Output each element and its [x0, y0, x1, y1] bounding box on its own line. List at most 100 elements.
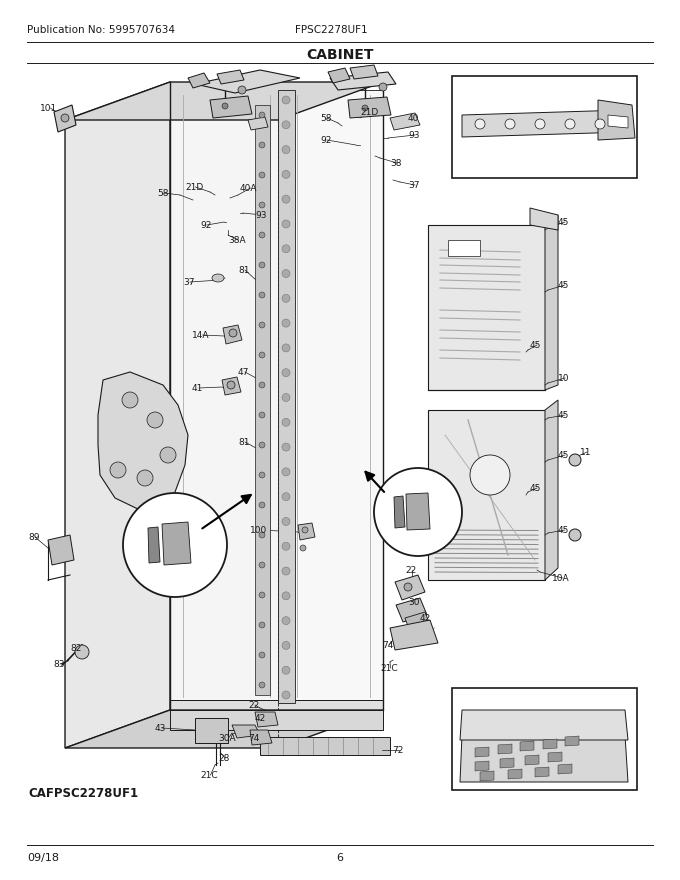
Text: 15: 15 [438, 523, 449, 532]
Circle shape [137, 470, 153, 486]
Circle shape [259, 172, 265, 178]
Circle shape [379, 83, 387, 91]
Text: 38A: 38A [228, 236, 245, 245]
Polygon shape [330, 72, 396, 90]
Polygon shape [65, 82, 170, 748]
Circle shape [259, 442, 265, 448]
Circle shape [282, 493, 290, 501]
Circle shape [160, 447, 176, 463]
Circle shape [595, 119, 605, 129]
Text: 45: 45 [558, 281, 569, 290]
Circle shape [569, 454, 581, 466]
Polygon shape [223, 325, 242, 344]
Text: 81: 81 [238, 266, 250, 275]
Polygon shape [65, 710, 383, 748]
Circle shape [229, 329, 237, 337]
Text: 45: 45 [558, 525, 569, 534]
Circle shape [282, 344, 290, 352]
Text: 41: 41 [192, 384, 203, 392]
Text: 6: 6 [337, 853, 343, 863]
Text: 93: 93 [255, 210, 267, 219]
FancyBboxPatch shape [452, 76, 637, 178]
Text: 58: 58 [320, 114, 332, 122]
Polygon shape [54, 105, 76, 132]
Circle shape [282, 245, 290, 253]
Circle shape [282, 195, 290, 203]
Polygon shape [217, 70, 244, 84]
Polygon shape [565, 736, 579, 746]
Circle shape [282, 617, 290, 625]
Circle shape [282, 444, 290, 451]
Text: 54: 54 [468, 695, 480, 705]
Circle shape [302, 527, 308, 533]
Circle shape [222, 103, 228, 109]
Text: 66A: 66A [468, 98, 487, 108]
Circle shape [227, 381, 235, 389]
Circle shape [259, 652, 265, 658]
Polygon shape [278, 90, 295, 703]
Text: 15: 15 [137, 558, 148, 567]
Circle shape [259, 142, 265, 148]
Text: 45: 45 [558, 217, 569, 226]
Circle shape [259, 532, 265, 538]
Text: 22: 22 [405, 566, 416, 575]
Circle shape [300, 545, 306, 551]
Circle shape [259, 472, 265, 478]
Circle shape [282, 567, 290, 575]
Circle shape [259, 292, 265, 298]
Polygon shape [480, 771, 494, 781]
Text: 81: 81 [238, 437, 250, 446]
Circle shape [238, 86, 246, 94]
Text: 37: 37 [183, 277, 194, 287]
Polygon shape [350, 65, 378, 79]
Circle shape [282, 691, 290, 699]
Circle shape [470, 455, 510, 495]
Polygon shape [170, 710, 383, 730]
Circle shape [404, 583, 412, 591]
Polygon shape [558, 764, 572, 774]
Text: 15A: 15A [404, 529, 420, 538]
Text: 40: 40 [408, 114, 420, 122]
Circle shape [259, 412, 265, 418]
Text: 09/18: 09/18 [27, 853, 59, 863]
Text: 21D: 21D [360, 107, 378, 116]
Circle shape [259, 262, 265, 268]
Text: 45: 45 [558, 410, 569, 420]
Circle shape [259, 322, 265, 328]
Text: 89: 89 [28, 532, 39, 541]
Polygon shape [428, 225, 545, 390]
Polygon shape [148, 527, 160, 563]
Text: 93: 93 [408, 130, 420, 140]
Text: 10: 10 [558, 373, 570, 383]
Circle shape [147, 412, 163, 428]
Text: 92: 92 [320, 136, 331, 144]
Circle shape [259, 202, 265, 208]
Circle shape [569, 529, 581, 541]
Text: 21D: 21D [185, 182, 203, 192]
Circle shape [282, 294, 290, 303]
Text: 83: 83 [53, 659, 65, 669]
Circle shape [475, 119, 485, 129]
Polygon shape [390, 113, 420, 130]
Polygon shape [260, 737, 390, 755]
Text: Publication No: 5995707634: Publication No: 5995707634 [27, 25, 175, 35]
Circle shape [282, 319, 290, 327]
Polygon shape [255, 105, 270, 695]
Polygon shape [428, 410, 545, 580]
Text: 10A: 10A [552, 574, 570, 583]
Polygon shape [508, 769, 522, 779]
Polygon shape [405, 612, 430, 632]
Circle shape [259, 622, 265, 628]
Polygon shape [248, 117, 268, 130]
Circle shape [110, 462, 126, 478]
Circle shape [75, 645, 89, 659]
Circle shape [282, 642, 290, 649]
Text: 42: 42 [420, 613, 431, 622]
Polygon shape [283, 90, 383, 700]
Polygon shape [255, 712, 278, 727]
Text: 11: 11 [580, 448, 592, 457]
Polygon shape [396, 598, 427, 622]
Text: 45: 45 [530, 483, 541, 493]
Circle shape [259, 382, 265, 388]
Circle shape [122, 392, 138, 408]
